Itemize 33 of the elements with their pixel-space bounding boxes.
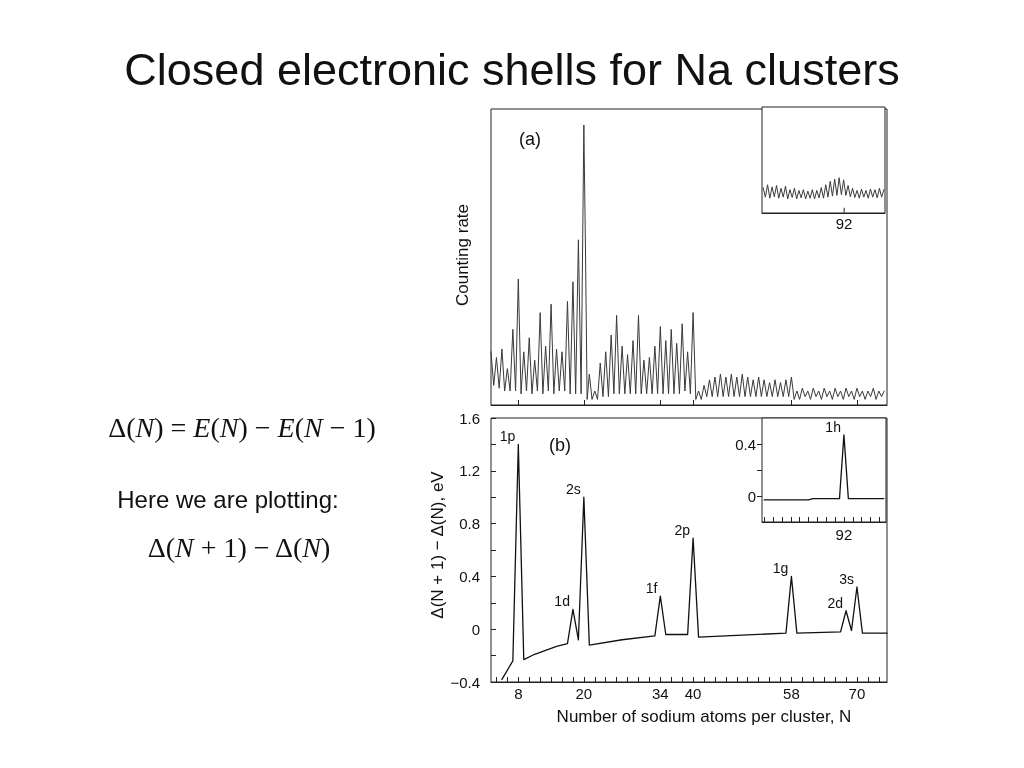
y-tick-label: 0 xyxy=(471,620,480,638)
x-tick-label: 70 xyxy=(848,685,866,702)
annotation: 92 xyxy=(835,214,853,233)
x-tick-label: 20 xyxy=(575,685,593,702)
x-tick-label: 58 xyxy=(783,685,800,702)
y-tick-label: 1.6 xyxy=(459,409,480,427)
annotation: 2p xyxy=(674,522,691,539)
y-tick-label: 0.8 xyxy=(459,515,480,533)
text: Δ(N) = E(N) − E(N − 1) xyxy=(108,411,376,443)
x-axis-title: Number of sodium atoms per cluster, N xyxy=(556,706,852,727)
annotation: (b) xyxy=(549,435,571,456)
y-axis-title: Δ(N + 1) − Δ(N), eV xyxy=(427,471,448,619)
annotation: 1f xyxy=(645,580,658,597)
annotation: 2d xyxy=(827,595,844,612)
y-axis-title: Counting rate xyxy=(452,203,473,307)
y-tick-label: −0.4 xyxy=(450,673,480,691)
y-tick-label: 0.4 xyxy=(459,567,480,585)
y-tick-label: 0 xyxy=(747,487,756,505)
x-tick-label: 34 xyxy=(651,685,669,702)
annotation: 3s xyxy=(839,571,854,588)
annotation: 2s xyxy=(566,481,581,498)
y-tick-label: 1.2 xyxy=(459,462,480,480)
y-tick-label: 0.4 xyxy=(735,435,756,453)
text: Δ(N + 1) − Δ(N) xyxy=(147,531,331,563)
text: Here we are plotting: xyxy=(117,485,339,514)
annotation: 1d xyxy=(554,593,570,611)
chart-title: Closed electronic shells for Na clusters xyxy=(124,44,900,96)
annotation: 1h xyxy=(825,419,841,436)
x-tick-label: 40 xyxy=(684,685,702,702)
annotation: (a) xyxy=(519,129,541,150)
annotation: 1p xyxy=(499,428,516,446)
annotation: 1g xyxy=(772,560,789,578)
x-tick-label: 8 xyxy=(514,685,523,702)
